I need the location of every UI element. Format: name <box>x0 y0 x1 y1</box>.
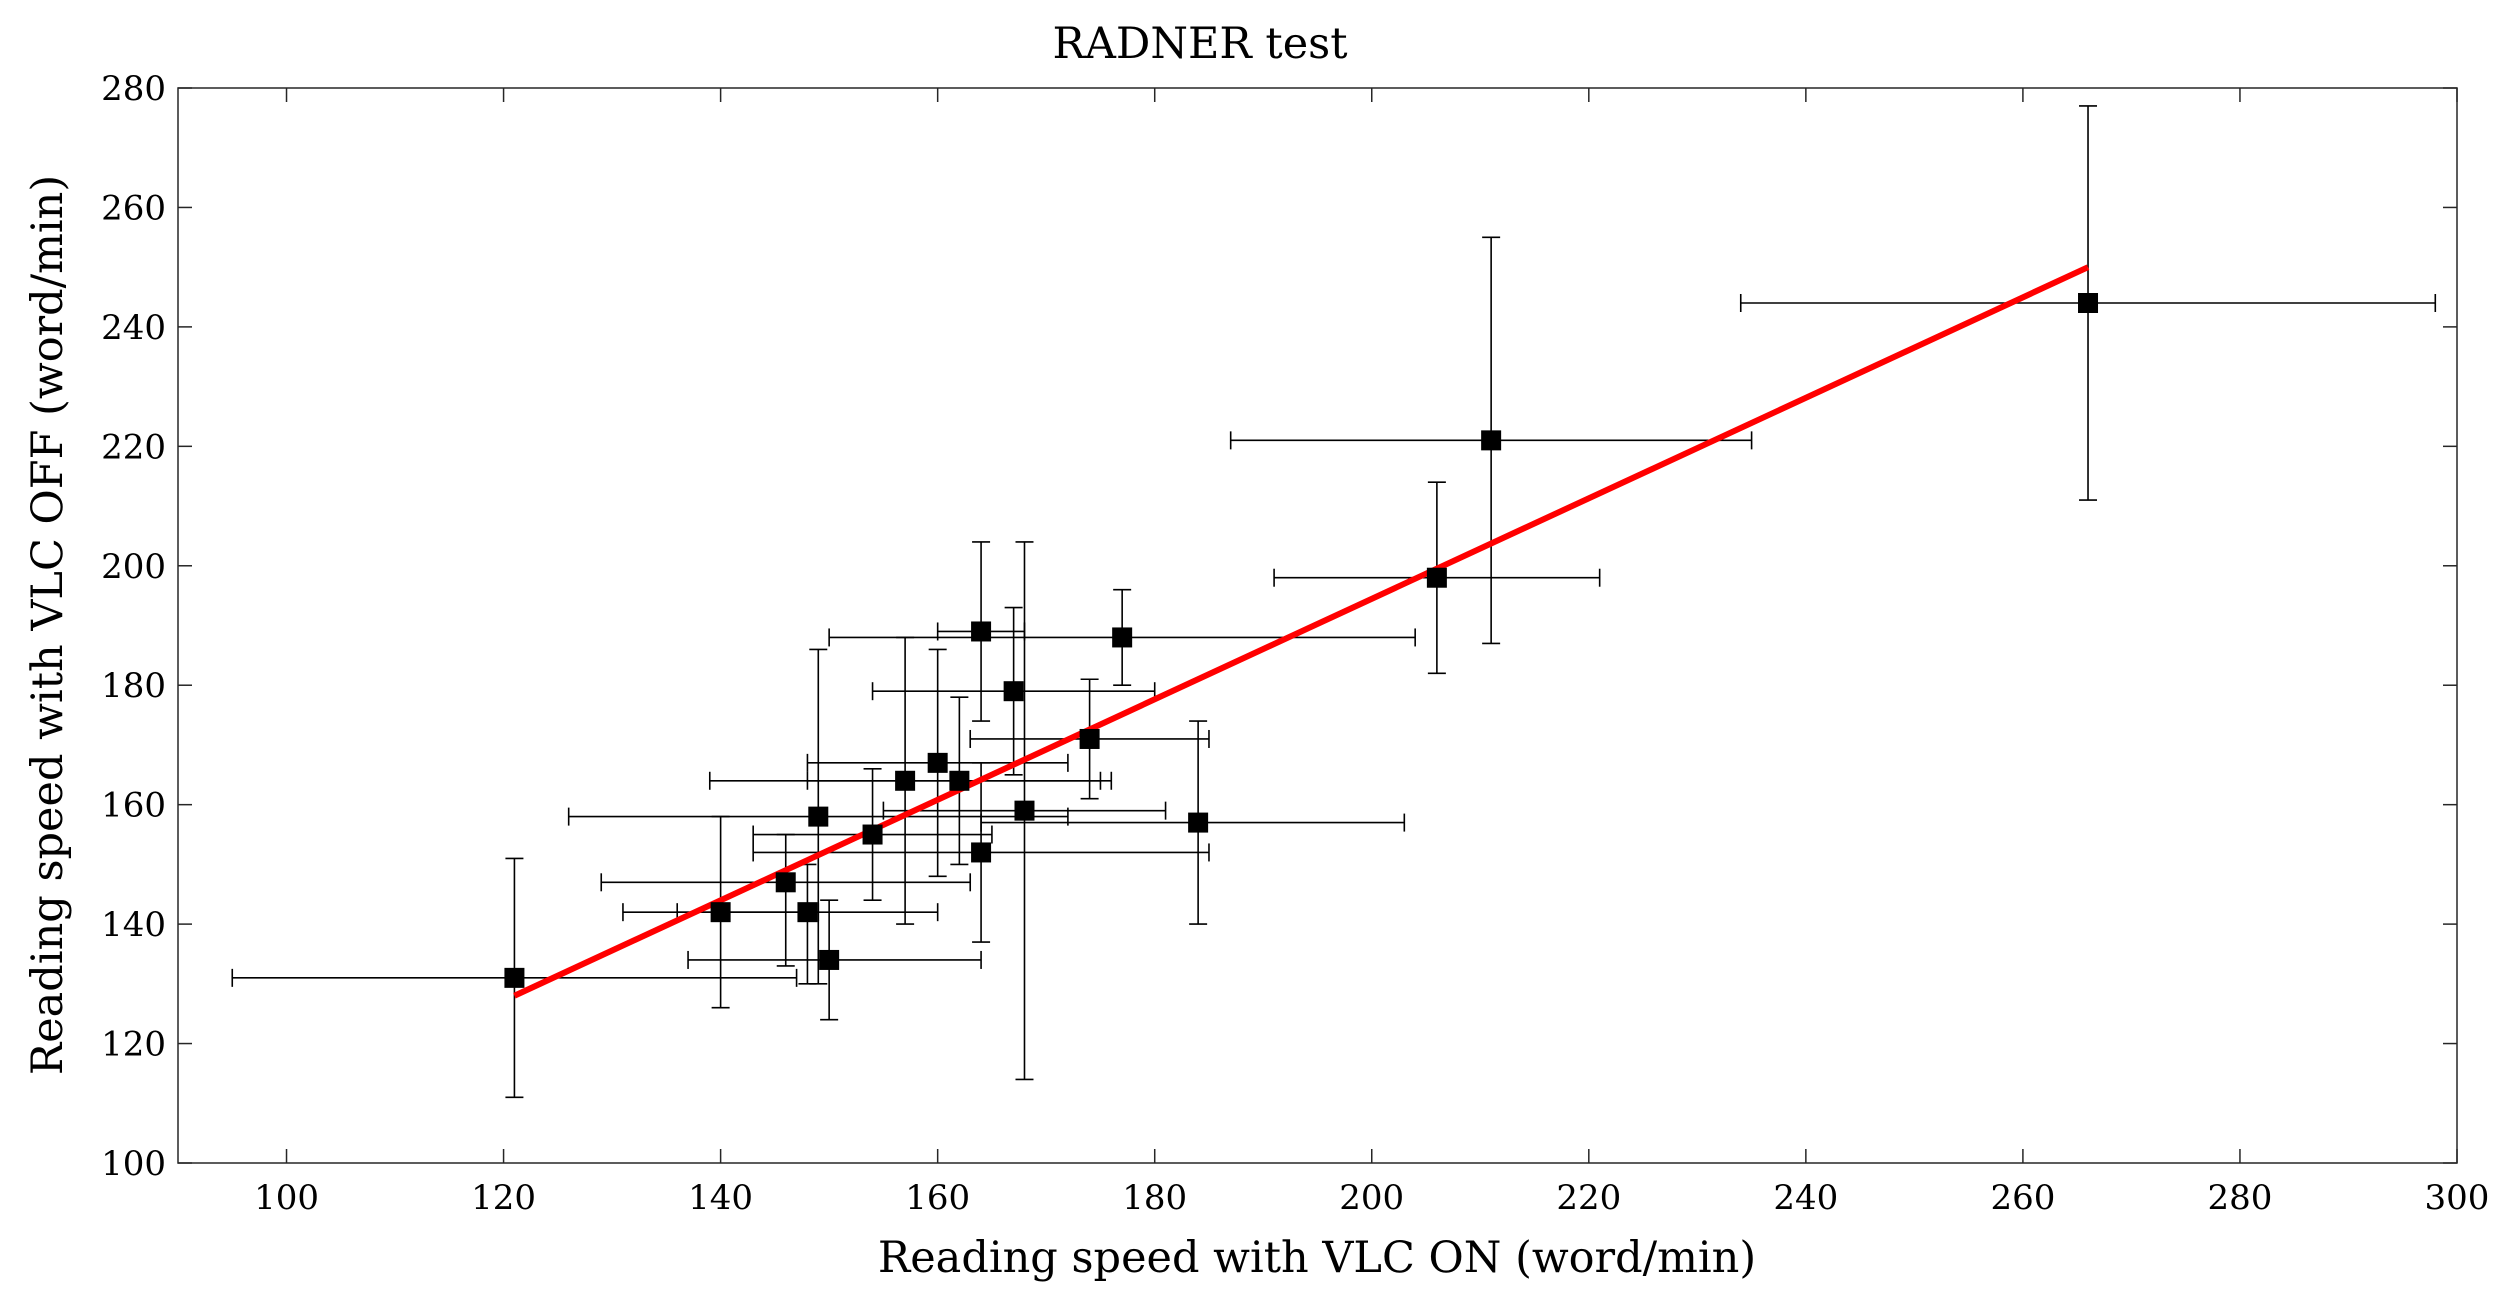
x-axis-label: Reading speed with VLC ON (word/min) <box>878 1233 1756 1283</box>
data-point-marker <box>927 752 948 773</box>
x-tick-label: 200 <box>1339 1178 1404 1218</box>
data-point-marker <box>504 967 525 988</box>
x-tick-label: 100 <box>254 1178 319 1218</box>
plot-area-frame <box>177 87 2458 1164</box>
y-tick-label: 260 <box>101 188 166 228</box>
y-axis-label: Reading speed with VLC OFF (word/min) <box>23 175 73 1075</box>
data-point-marker <box>862 824 883 845</box>
data-point-marker <box>949 770 970 791</box>
data-point-marker <box>819 949 840 970</box>
y-tick-label: 280 <box>101 69 166 109</box>
y-tick-label: 160 <box>101 786 166 826</box>
data-point-marker <box>1188 812 1209 833</box>
axis-ticks: 100 120 140 160 180 200 220 240 260 280 300 100 120 1… <box>101 69 2489 1218</box>
y-tick-label: 120 <box>101 1025 166 1065</box>
x-tick-label: 140 <box>688 1178 753 1218</box>
x-tick-label: 280 <box>2207 1178 2272 1218</box>
data-point-marker <box>1079 728 1100 749</box>
data-point-marker <box>1426 567 1447 588</box>
data-point-marker <box>2078 293 2099 313</box>
x-tick-label: 260 <box>1990 1178 2055 1218</box>
data-point-marker <box>971 842 992 863</box>
data-markers <box>504 293 2099 988</box>
chart-title: RADNER test <box>1052 19 1347 69</box>
regression-line-group <box>513 264 2090 999</box>
data-point-marker <box>1112 627 1133 648</box>
data-point-marker <box>797 902 818 923</box>
y-tick-label: 200 <box>101 547 166 587</box>
y-tick-label: 180 <box>101 666 166 706</box>
y-tick-label: 220 <box>101 427 166 467</box>
data-point-marker <box>895 770 916 791</box>
x-tick-label: 240 <box>1773 1178 1838 1218</box>
x-tick-label: 160 <box>905 1178 970 1218</box>
data-point-marker <box>775 872 796 893</box>
data-point-marker <box>1003 681 1024 702</box>
x-tick-label: 180 <box>1122 1178 1187 1218</box>
x-tick-label: 220 <box>1556 1178 1621 1218</box>
x-tick-label: 300 <box>2425 1178 2490 1218</box>
data-point-marker <box>1014 800 1035 821</box>
error-bars <box>231 105 2437 1099</box>
data-point-marker <box>808 806 829 827</box>
y-tick-label: 100 <box>101 1144 166 1184</box>
y-tick-label: 140 <box>101 905 166 945</box>
y-tick-label: 240 <box>101 308 166 348</box>
data-point-marker <box>710 902 731 923</box>
x-tick-label: 120 <box>471 1178 536 1218</box>
data-point-marker <box>971 621 992 642</box>
regression-line <box>513 264 2090 999</box>
data-point-marker <box>1481 430 1502 451</box>
